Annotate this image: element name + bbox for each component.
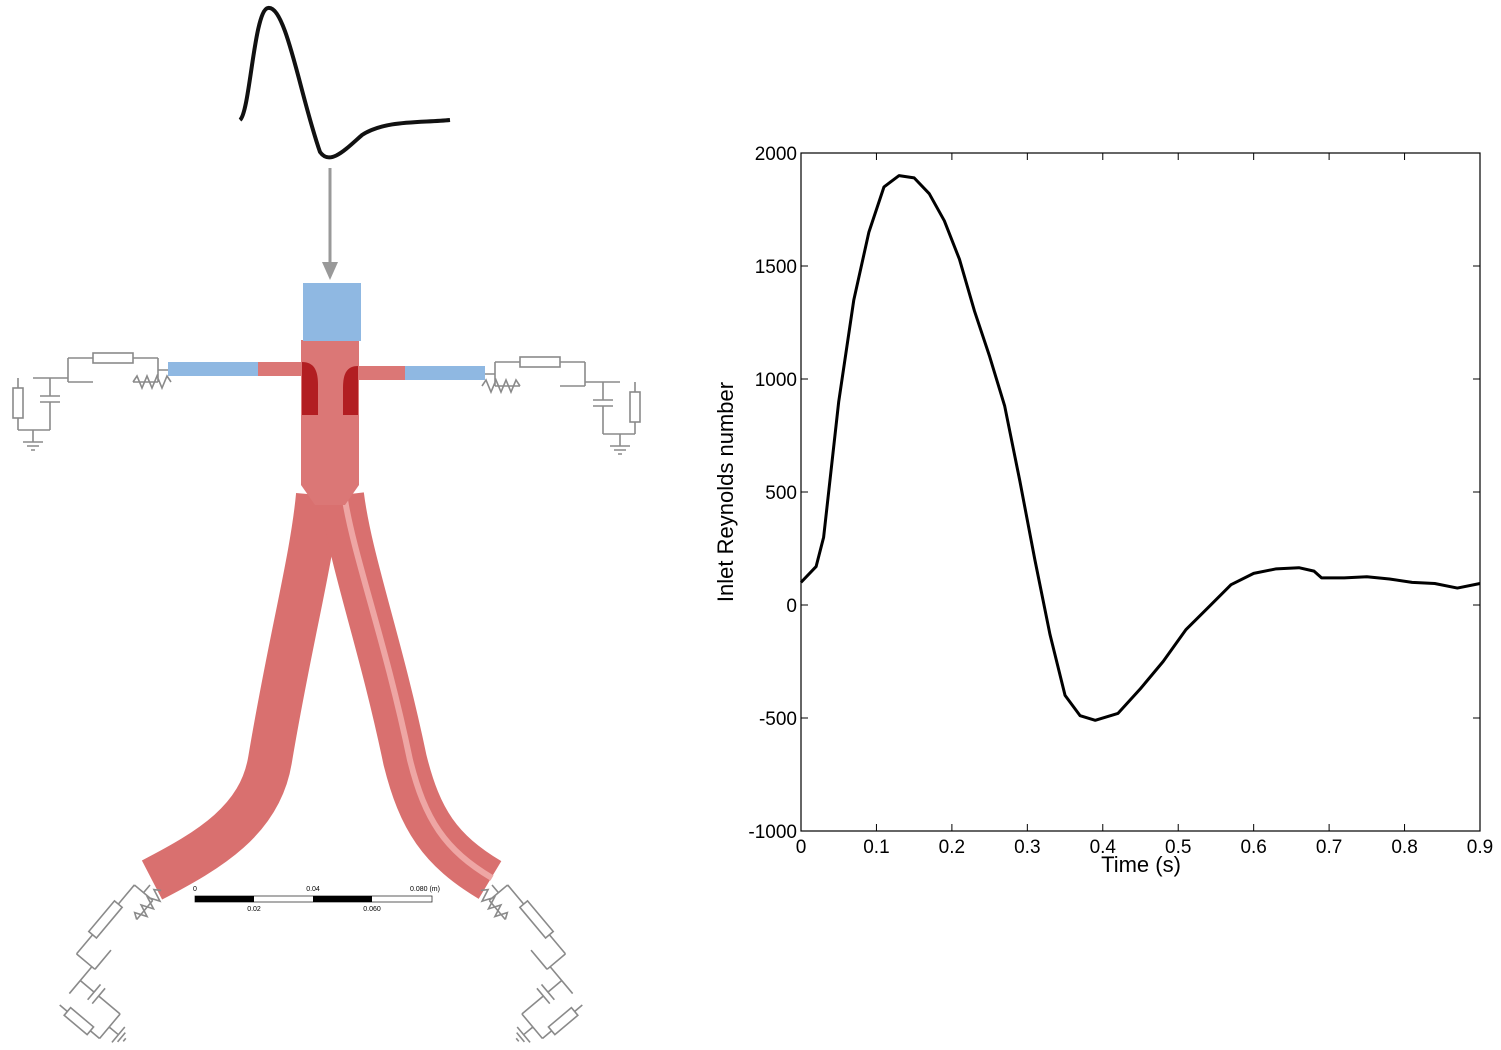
left-elbow — [302, 362, 318, 415]
x-tick-label: 0.8 — [1391, 837, 1417, 858]
circuit — [427, 870, 606, 1050]
x-axis-label: Time (s) — [1101, 852, 1181, 877]
left-arm-outlet — [168, 362, 258, 376]
x-tick-label: 0.1 — [863, 837, 889, 858]
line-chart: Time (s) Inlet Reynolds number -1000 -500… — [713, 144, 1493, 877]
circuit — [481, 356, 641, 455]
y-axis-label: Inlet Reynolds number — [713, 382, 738, 602]
vessel-diagram: 0 0.04 0.080 (m) 0.02 0.060 — [12, 6, 641, 1050]
inlet-waveform — [238, 6, 451, 160]
circuit — [36, 870, 215, 1050]
left-arm — [258, 362, 302, 376]
scale-label: 0.080 (m) — [410, 886, 440, 893]
x-tick-label: 0.4 — [1090, 837, 1117, 858]
right-arm — [358, 366, 405, 380]
x-tick-label: 0.3 — [1014, 837, 1040, 858]
y-tick-label: 500 — [765, 483, 797, 504]
y-tick-label: 1000 — [755, 370, 797, 391]
x-tick-label: 0 — [796, 837, 807, 858]
y-tick-label: -500 — [759, 709, 797, 730]
x-tick-label: 0.7 — [1316, 837, 1342, 858]
right-elbow — [343, 366, 358, 415]
scale-label: 0.04 — [306, 886, 320, 893]
scale-bar: 0 0.04 0.080 (m) 0.02 0.060 — [193, 886, 440, 913]
inlet — [303, 283, 361, 341]
right-iliac — [320, 492, 502, 899]
y-tick-label: -1000 — [748, 822, 797, 843]
circuit — [12, 352, 172, 451]
y-tick-label: 1500 — [755, 257, 797, 278]
plot-frame — [800, 152, 1481, 832]
scale-label: 0.060 — [363, 906, 381, 913]
x-tick-label: 0.5 — [1165, 837, 1191, 858]
x-tick-label: 0.2 — [939, 837, 965, 858]
y-tick-label: 0 — [786, 596, 797, 617]
scale-label: 0 — [193, 886, 197, 893]
right-arm-outlet — [405, 366, 485, 380]
y-tick-label: 2000 — [755, 144, 797, 165]
x-tick-label: 0.6 — [1240, 837, 1266, 858]
scale-label: 0.02 — [247, 906, 261, 913]
vessel-highlight — [342, 499, 494, 881]
data-line — [799, 174, 1481, 722]
arrow-head — [322, 262, 338, 280]
left-iliac — [141, 492, 340, 900]
x-tick-label: 0.9 — [1467, 837, 1493, 858]
